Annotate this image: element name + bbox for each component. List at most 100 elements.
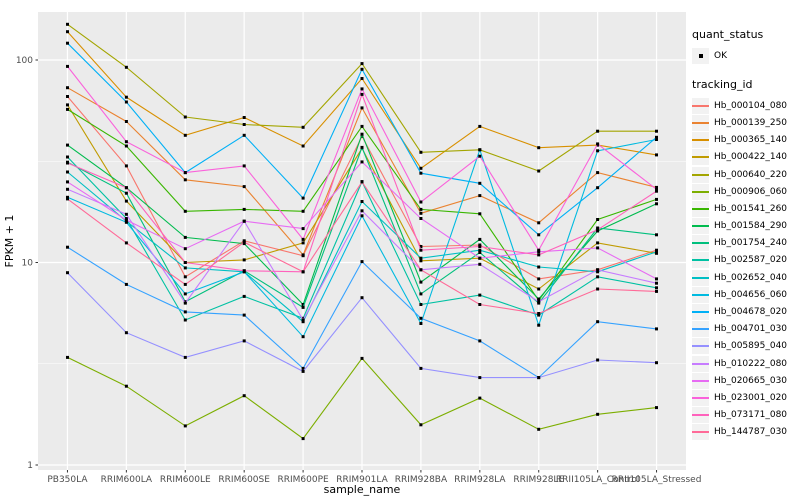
data-point-marker bbox=[124, 331, 128, 335]
data-point-marker bbox=[183, 115, 187, 119]
data-point-marker bbox=[124, 199, 128, 203]
data-point-marker bbox=[183, 171, 187, 175]
series-color-key bbox=[692, 338, 709, 355]
legend-item-Hb_000104_080: Hb_000104_080 bbox=[692, 97, 800, 114]
data-point-marker bbox=[66, 355, 69, 359]
series-Hb_001541_260 bbox=[66, 107, 658, 302]
data-point-marker bbox=[242, 240, 246, 244]
data-point-marker bbox=[537, 313, 541, 317]
data-point-marker bbox=[360, 92, 364, 96]
series-Hb_000139_250 bbox=[66, 86, 658, 257]
data-point-marker bbox=[655, 138, 658, 141]
data-point-marker bbox=[183, 301, 187, 305]
legend-item-label: Hb_002652_040 bbox=[714, 272, 788, 283]
series-color-key bbox=[692, 200, 709, 217]
x-tick-label: RRIM901LA bbox=[336, 475, 388, 485]
data-point-marker bbox=[183, 235, 187, 239]
data-point-marker bbox=[301, 196, 305, 200]
data-point-marker bbox=[360, 356, 364, 360]
legend-item-Hb_004678_020: Hb_004678_020 bbox=[692, 303, 800, 321]
tracking-id-items: Hb_000104_080 Hb_000139_250 Hb_000365_140 H… bbox=[692, 97, 800, 441]
data-point-marker bbox=[183, 266, 187, 270]
data-point-marker bbox=[419, 268, 423, 272]
data-point-marker bbox=[66, 143, 69, 147]
data-point-marker bbox=[124, 212, 128, 216]
data-point-marker bbox=[478, 194, 482, 198]
series-color-key bbox=[692, 114, 709, 131]
series-line-icon bbox=[692, 259, 709, 262]
legend-item-Hb_001541_260: Hb_001541_260 bbox=[692, 200, 800, 217]
y-tick-label: 1 bbox=[27, 461, 33, 471]
data-point-marker bbox=[655, 286, 658, 290]
data-point-marker bbox=[419, 423, 423, 427]
legend-item-Hb_010222_080: Hb_010222_080 bbox=[692, 355, 800, 372]
data-point-marker bbox=[478, 262, 482, 266]
legend-item-label: Hb_000640_220 bbox=[714, 169, 788, 180]
legend-item-Hb_023001_020: Hb_023001_020 bbox=[692, 389, 800, 406]
data-point-marker bbox=[301, 253, 305, 257]
data-point-marker bbox=[419, 217, 423, 220]
data-point-marker bbox=[242, 313, 246, 317]
legend-item-Hb_020665_030: Hb_020665_030 bbox=[692, 372, 800, 389]
series-color-key bbox=[692, 355, 709, 372]
data-point-marker bbox=[360, 296, 364, 300]
legend-item-label: Hb_000139_250 bbox=[714, 117, 788, 128]
legend-item-Hb_000422_140: Hb_000422_140 bbox=[692, 149, 800, 166]
data-point-marker bbox=[301, 270, 305, 274]
legend-item-Hb_002587_020: Hb_002587_020 bbox=[692, 252, 800, 269]
data-point-marker bbox=[655, 197, 658, 201]
legend-item-Hb_005895_040: Hb_005895_040 bbox=[692, 338, 800, 355]
x-tick-label: RRIM928LE bbox=[513, 475, 564, 485]
data-point-marker bbox=[301, 237, 305, 241]
y-tick-label: 100 bbox=[16, 56, 33, 66]
legend-item-label: Hb_000104_080 bbox=[714, 100, 788, 111]
data-point-marker bbox=[537, 250, 541, 254]
data-point-marker bbox=[596, 241, 600, 245]
data-point-marker bbox=[242, 294, 246, 298]
data-point-marker bbox=[655, 187, 658, 191]
data-point-marker bbox=[596, 246, 600, 250]
data-point-marker bbox=[124, 65, 128, 69]
data-point-marker bbox=[537, 312, 541, 315]
data-point-marker bbox=[419, 171, 423, 175]
data-point-marker bbox=[360, 106, 364, 110]
data-point-marker bbox=[419, 256, 423, 260]
black-square-marker-icon bbox=[698, 53, 703, 58]
data-point-marker bbox=[124, 218, 128, 222]
data-point-marker bbox=[242, 219, 246, 223]
data-point-marker bbox=[655, 250, 658, 254]
data-point-marker bbox=[66, 161, 69, 165]
series-line-icon bbox=[692, 139, 709, 142]
data-point-marker bbox=[242, 164, 246, 168]
series-color-key bbox=[692, 269, 709, 286]
data-point-marker bbox=[596, 320, 600, 324]
data-point-marker bbox=[66, 103, 69, 107]
legend: quant_status OK tracking_id Hb_000104_08… bbox=[692, 28, 800, 441]
data-point-marker bbox=[183, 292, 187, 296]
data-point-marker bbox=[419, 150, 423, 154]
data-point-marker bbox=[242, 258, 246, 262]
data-point-marker bbox=[537, 287, 541, 291]
series-Hb_020665_030 bbox=[66, 160, 658, 281]
data-point-marker bbox=[183, 310, 187, 314]
data-point-marker bbox=[419, 211, 423, 215]
series-line-icon bbox=[692, 379, 709, 382]
data-point-marker bbox=[360, 145, 364, 149]
data-point-marker bbox=[66, 95, 69, 98]
data-point-marker bbox=[655, 153, 658, 157]
data-point-marker bbox=[478, 237, 482, 241]
data-point-marker bbox=[537, 265, 541, 269]
data-point-marker bbox=[537, 427, 541, 431]
x-tick-label: RRIM600LE bbox=[160, 475, 211, 485]
series-line-icon bbox=[692, 311, 709, 314]
series-color-key bbox=[692, 218, 709, 235]
data-point-marker bbox=[183, 282, 187, 286]
series-line-icon bbox=[692, 345, 709, 348]
series-line-icon bbox=[692, 362, 709, 365]
data-point-marker bbox=[655, 327, 658, 331]
data-point-marker bbox=[537, 248, 541, 252]
legend-item-label: Hb_144787_030 bbox=[714, 427, 788, 438]
data-point-marker bbox=[301, 144, 305, 148]
data-point-marker bbox=[301, 335, 305, 339]
